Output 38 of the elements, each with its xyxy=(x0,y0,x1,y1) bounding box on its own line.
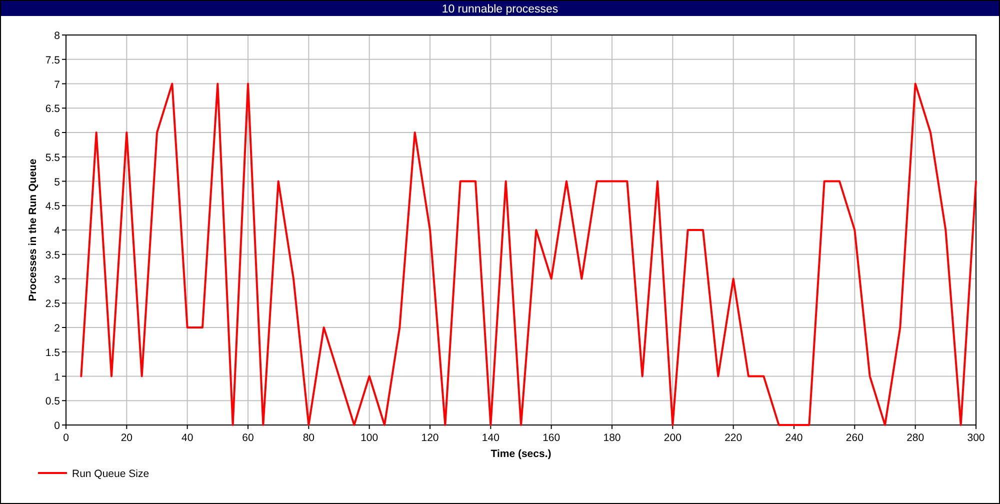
y-tick-label: 0.5 xyxy=(45,396,60,408)
y-tick-label: 7.5 xyxy=(45,54,60,66)
y-tick-label: 6 xyxy=(54,128,60,140)
x-tick-label: 200 xyxy=(664,432,682,444)
y-tick-label: 2.5 xyxy=(45,298,60,310)
y-tick-label: 1 xyxy=(54,371,60,384)
y-tick-label: 3 xyxy=(54,274,60,286)
x-tick-label: 20 xyxy=(120,432,133,444)
x-axis-title: Time (secs.) xyxy=(490,448,552,460)
y-tick-label: 6.5 xyxy=(45,103,60,116)
x-tick-label: 160 xyxy=(542,432,560,444)
x-tick-label: 280 xyxy=(906,432,924,444)
y-tick-label: 4 xyxy=(54,225,60,237)
legend-label: Run Queue Size xyxy=(72,468,150,480)
line-series xyxy=(80,82,977,426)
x-tick-label: 60 xyxy=(242,432,254,444)
y-tick-label: 3.5 xyxy=(45,249,60,262)
y-tick-label: 1.5 xyxy=(45,346,60,359)
x-tick-label: 180 xyxy=(603,432,621,444)
y-tick-label: 7 xyxy=(54,78,60,91)
y-tick-label: 2 xyxy=(54,322,60,334)
chart-title: 10 runnable processes xyxy=(442,4,558,16)
x-tick-label: 140 xyxy=(482,432,500,444)
y-tick-label: 5.5 xyxy=(45,152,60,164)
y-tick-label: 0 xyxy=(54,420,60,432)
x-tick-label: 260 xyxy=(846,432,864,444)
x-tick-label: 40 xyxy=(181,432,194,444)
y-axis-title: Processes in the Run Queue xyxy=(27,158,39,302)
y-tick-label: 4.5 xyxy=(45,200,60,213)
x-tick-label: 100 xyxy=(360,432,378,444)
x-tick-label: 240 xyxy=(785,432,803,444)
x-tick-label: 120 xyxy=(421,432,439,444)
x-tick-label: 300 xyxy=(967,432,985,444)
x-tick-label: 220 xyxy=(724,432,742,444)
y-tick-label: 5 xyxy=(54,176,60,188)
x-tick-label: 80 xyxy=(302,432,315,444)
y-tick-label: 8 xyxy=(54,30,60,42)
x-tick-label: 0 xyxy=(63,432,70,444)
